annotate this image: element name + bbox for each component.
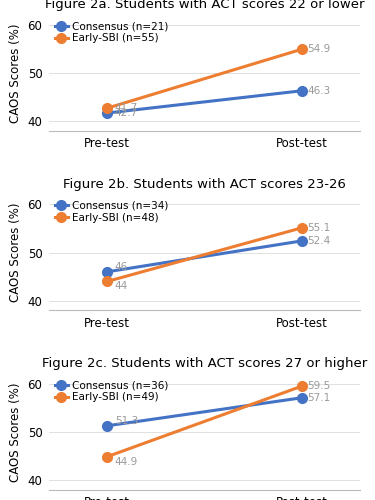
Early-SBI (n=48)	[105, 278, 110, 284]
Text: 46: 46	[115, 262, 128, 272]
Line: Early-SBI (n=49): Early-SBI (n=49)	[102, 382, 306, 462]
Line: Consensus (n=34): Consensus (n=34)	[102, 236, 306, 277]
Y-axis label: CAOS Scores (%): CAOS Scores (%)	[9, 23, 22, 122]
Text: 51.3: 51.3	[115, 416, 138, 426]
Line: Early-SBI (n=55): Early-SBI (n=55)	[102, 44, 306, 113]
Consensus (n=21)	[105, 110, 110, 116]
Line: Early-SBI (n=48): Early-SBI (n=48)	[102, 223, 306, 286]
Text: 54.9: 54.9	[308, 44, 331, 54]
Line: Consensus (n=21): Consensus (n=21)	[102, 86, 306, 118]
Text: 46.3: 46.3	[308, 86, 331, 96]
Consensus (n=34)	[299, 238, 304, 244]
Text: 52.4: 52.4	[308, 236, 331, 246]
Early-SBI (n=49)	[105, 454, 110, 460]
Text: 59.5: 59.5	[308, 381, 331, 391]
Line: Consensus (n=36): Consensus (n=36)	[102, 393, 306, 430]
Text: 55.1: 55.1	[308, 223, 331, 233]
Legend: Consensus (n=36), Early-SBI (n=49): Consensus (n=36), Early-SBI (n=49)	[54, 380, 169, 404]
Legend: Consensus (n=34), Early-SBI (n=48): Consensus (n=34), Early-SBI (n=48)	[54, 200, 169, 224]
Title: Figure 2b. Students with ACT scores 23-26: Figure 2b. Students with ACT scores 23-2…	[63, 178, 346, 190]
Y-axis label: CAOS Scores (%): CAOS Scores (%)	[9, 203, 22, 302]
Legend: Consensus (n=21), Early-SBI (n=55): Consensus (n=21), Early-SBI (n=55)	[54, 20, 169, 44]
Consensus (n=34)	[105, 269, 110, 275]
Title: Figure 2c. Students with ACT scores 27 or higher: Figure 2c. Students with ACT scores 27 o…	[42, 357, 367, 370]
Consensus (n=36)	[105, 423, 110, 429]
Early-SBI (n=55)	[299, 46, 304, 52]
Consensus (n=21)	[299, 88, 304, 94]
Consensus (n=36)	[299, 395, 304, 401]
Text: 44: 44	[115, 282, 128, 292]
Text: 41.7: 41.7	[115, 103, 138, 113]
Title: Figure 2a. Students with ACT scores 22 or lower: Figure 2a. Students with ACT scores 22 o…	[45, 0, 364, 11]
Text: 44.9: 44.9	[115, 456, 138, 466]
Text: 42.7: 42.7	[115, 108, 138, 118]
Text: 57.1: 57.1	[308, 393, 331, 403]
Early-SBI (n=55)	[105, 105, 110, 111]
Y-axis label: CAOS Scores (%): CAOS Scores (%)	[9, 382, 22, 482]
Early-SBI (n=48)	[299, 225, 304, 231]
Early-SBI (n=49)	[299, 383, 304, 389]
